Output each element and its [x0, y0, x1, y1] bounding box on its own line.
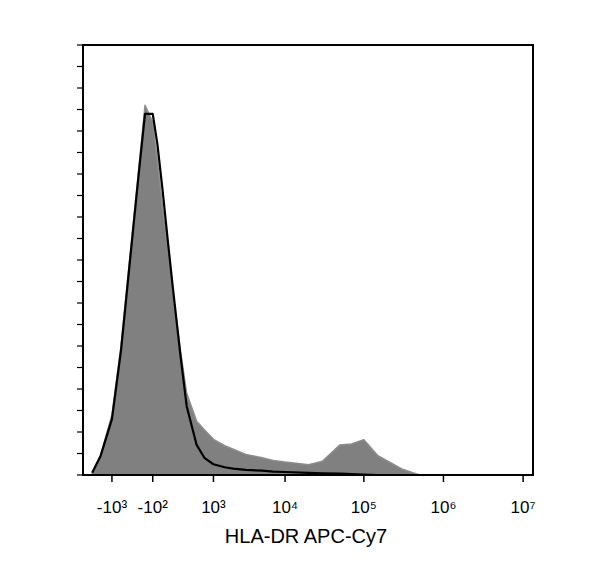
y-tick: [77, 431, 83, 432]
x-tick: [363, 475, 365, 482]
y-tick: [77, 87, 83, 88]
y-tick: [77, 130, 83, 131]
plot-frame: [83, 45, 533, 475]
plot-area: [92, 105, 443, 475]
y-tick: [77, 195, 83, 196]
y-tick: [77, 388, 83, 389]
histogram-area: [92, 105, 443, 475]
x-tick: [284, 475, 286, 482]
x-tick-label: -10³: [97, 498, 128, 517]
x-axis-label: HLA-DR APC-Cy7: [225, 525, 387, 547]
y-tick: [77, 453, 83, 454]
y-tick: [77, 410, 83, 411]
x-tick-label: 10⁵: [351, 498, 377, 517]
x-tick: [522, 475, 524, 482]
y-tick: [77, 238, 83, 239]
y-tick: [77, 367, 83, 368]
y-tick: [77, 345, 83, 346]
histogram-line: [92, 114, 443, 475]
x-tick-label: 10⁷: [511, 498, 536, 517]
y-tick: [77, 281, 83, 282]
y-tick: [77, 152, 83, 153]
x-tick: [443, 475, 445, 482]
x-tick-label: -10²: [138, 498, 169, 517]
chart: -10³ -10² 10³ 10⁴ 10⁵ 10⁶ 10⁷ HLA-DR APC-Cy7: [0, 0, 600, 572]
y-tick: [77, 474, 83, 475]
x-tick-label: 10³: [201, 498, 226, 517]
y-tick: [77, 302, 83, 303]
y-tick: [77, 324, 83, 325]
x-tick: [213, 475, 215, 482]
y-tick: [77, 109, 83, 110]
x-tick: [152, 475, 154, 482]
y-tick: [77, 259, 83, 260]
x-tick-label: 10⁴: [272, 498, 298, 517]
y-tick: [77, 173, 83, 174]
y-tick: [77, 216, 83, 217]
x-tick: [111, 475, 113, 482]
y-tick: [77, 66, 83, 67]
x-tick-label: 10⁶: [430, 498, 456, 517]
y-tick: [77, 44, 83, 45]
